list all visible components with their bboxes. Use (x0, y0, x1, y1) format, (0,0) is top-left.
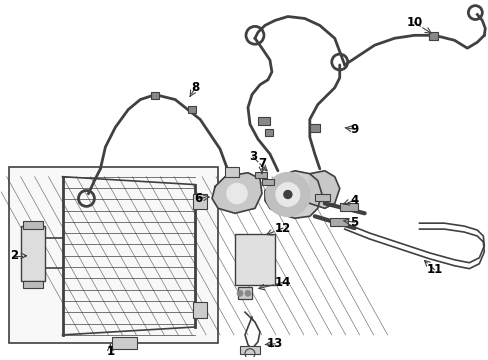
Text: 12: 12 (274, 222, 290, 235)
Text: 8: 8 (191, 81, 199, 94)
Text: 10: 10 (406, 16, 422, 29)
Bar (258, 117, 269, 125)
Bar (20, 226, 44, 280)
Bar (22, 221, 42, 229)
Polygon shape (212, 173, 262, 213)
Bar (151, 92, 159, 99)
Circle shape (237, 291, 243, 296)
Bar (235, 234, 274, 285)
Bar (339, 203, 357, 211)
Circle shape (265, 173, 309, 216)
Bar (428, 32, 438, 40)
Text: 4: 4 (350, 194, 358, 207)
Bar (314, 194, 329, 201)
Text: 9: 9 (350, 123, 358, 136)
Polygon shape (264, 171, 321, 218)
Text: 1: 1 (106, 345, 114, 358)
Circle shape (275, 183, 299, 206)
Text: 5: 5 (350, 216, 358, 229)
Bar (240, 346, 260, 354)
Bar (188, 107, 196, 113)
Text: 6: 6 (194, 192, 202, 205)
Bar (193, 194, 207, 209)
Bar (224, 167, 239, 177)
Text: 13: 13 (266, 337, 283, 350)
Circle shape (226, 184, 246, 203)
Bar (254, 172, 266, 178)
Text: 14: 14 (274, 276, 290, 289)
Polygon shape (309, 171, 339, 208)
Bar (264, 129, 272, 136)
Bar (262, 179, 273, 185)
Circle shape (284, 190, 291, 198)
Bar (309, 124, 319, 132)
Text: 2: 2 (11, 249, 19, 262)
Bar (22, 280, 42, 288)
Bar (329, 218, 347, 226)
Text: 3: 3 (248, 150, 257, 163)
Bar (238, 287, 251, 299)
Bar (193, 302, 207, 318)
Circle shape (244, 291, 250, 296)
Bar (9, 167, 218, 343)
Bar (112, 337, 137, 349)
Text: 7: 7 (257, 157, 265, 170)
Text: 11: 11 (426, 263, 442, 276)
